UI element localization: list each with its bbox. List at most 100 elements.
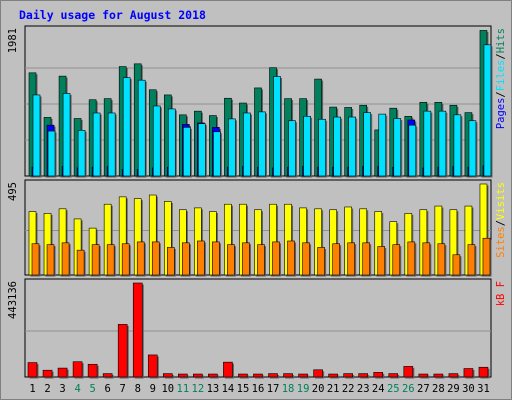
y-max-label: 443136	[7, 281, 19, 319]
sites-bar-fill	[377, 246, 386, 276]
sites-bar-fill	[272, 241, 280, 276]
legend-item-0: Sites	[495, 226, 507, 258]
files-bar	[47, 130, 57, 178]
files-bar-fill	[167, 108, 176, 177]
kbytes-bar	[238, 373, 249, 379]
sites-bar	[31, 243, 41, 277]
sites-bar-fill	[482, 237, 491, 276]
kbytes-bar	[403, 366, 415, 379]
sites-bar-fill	[91, 244, 100, 276]
x-tick-label: 19	[297, 383, 310, 395]
kbytes-bar	[283, 373, 295, 379]
sites-bar	[197, 240, 206, 277]
sites-bar	[467, 244, 477, 277]
sites-bar	[106, 244, 116, 277]
files-bar	[333, 116, 343, 178]
sites-bar-fill	[362, 242, 371, 276]
x-tick-label: 20	[312, 383, 325, 395]
sites-bar	[257, 244, 266, 277]
kbytes-bar	[72, 361, 84, 379]
x-tick-label: 28	[432, 383, 445, 395]
x-tick-label: 22	[342, 383, 355, 395]
x-tick-label: 12	[192, 383, 205, 395]
sites-bar-fill	[212, 241, 220, 276]
x-tick-label: 23	[357, 383, 370, 395]
kbytes-bar	[388, 373, 400, 379]
kbytes-bar-fill	[193, 373, 203, 378]
sites-bar-fill	[467, 244, 476, 276]
legend-item-0: Pages	[495, 98, 507, 130]
panel-kbytes: 443136 kB F	[7, 278, 507, 379]
legend-item-4: Hits	[495, 28, 507, 53]
files-bar	[62, 93, 72, 178]
files-bar-fill	[303, 116, 311, 177]
kbytes-bar	[27, 362, 39, 379]
kbytes-bar-fill	[102, 373, 113, 378]
sites-bar	[332, 243, 342, 277]
kbytes-bar	[433, 373, 445, 379]
sites-bar-fill	[227, 244, 235, 276]
sites-bar-fill	[317, 247, 325, 276]
kbytes-bar	[162, 373, 174, 379]
x-tick-label: 13	[207, 383, 220, 395]
files-bar-fill	[438, 110, 447, 177]
x-tick-label: 24	[372, 383, 385, 395]
files-bar	[167, 108, 177, 178]
kbytes-bar	[463, 368, 475, 379]
sites-bar	[121, 243, 131, 277]
sites-bar	[482, 237, 492, 277]
x-tick-label: 31	[477, 383, 490, 395]
sites-bar-fill	[302, 242, 310, 276]
files-bar	[453, 114, 463, 178]
files-bar-fill	[183, 127, 191, 177]
kbytes-bar	[298, 373, 310, 379]
kbytes-bar	[448, 373, 460, 379]
kbytes-bar	[102, 373, 114, 379]
x-tick-label: 4	[74, 383, 80, 395]
legend-item-2: Visits	[495, 182, 507, 220]
sites-bar-fill	[287, 240, 295, 276]
kbytes-bar-fill	[87, 363, 98, 378]
sites-bar	[362, 242, 372, 277]
files-bar-fill	[92, 112, 101, 177]
x-tick-label: 11	[177, 383, 190, 395]
kbytes-bar	[328, 373, 340, 379]
sites-bar-fill	[422, 242, 431, 276]
legend: Pages/Files/Hits	[495, 28, 507, 129]
sites-bar-fill	[106, 244, 115, 276]
kbytes-bar-fill	[162, 373, 173, 378]
kbytes-bar-fill	[268, 373, 278, 378]
files-bar-fill	[378, 113, 387, 177]
legend-item-1: /	[495, 91, 507, 97]
x-tick-label: 16	[252, 383, 265, 395]
x-tick-label: 29	[447, 383, 460, 395]
files-bar	[92, 112, 102, 178]
sites-bar	[272, 241, 282, 277]
kbytes-bar	[132, 282, 144, 379]
files-bar	[198, 123, 207, 178]
sites-bar	[422, 242, 432, 277]
kbytes-bar	[117, 324, 129, 379]
files-bar	[468, 120, 478, 178]
kbytes-bar	[313, 369, 325, 379]
sites-bar	[136, 241, 146, 277]
panel-visits-sites: 495 Sites/Visits	[7, 179, 507, 277]
kbytes-bar-fill	[238, 373, 248, 378]
kbytes-bar-fill	[328, 373, 338, 378]
kbytes-bar	[178, 373, 189, 379]
sites-bar-fill	[257, 244, 265, 276]
kbytes-bar	[268, 373, 280, 379]
files-bar	[318, 118, 328, 178]
kbytes-bar	[253, 373, 264, 379]
files-bar	[483, 44, 493, 178]
files-bar	[303, 116, 313, 178]
files-bar-fill	[243, 112, 251, 177]
kbytes-bar-fill	[223, 361, 233, 378]
sites-bar-fill	[166, 247, 175, 276]
files-bar-fill	[333, 116, 341, 177]
files-bar-fill	[62, 93, 71, 177]
files-bar-fill	[152, 105, 161, 177]
y-max-label: 1981	[7, 28, 19, 53]
